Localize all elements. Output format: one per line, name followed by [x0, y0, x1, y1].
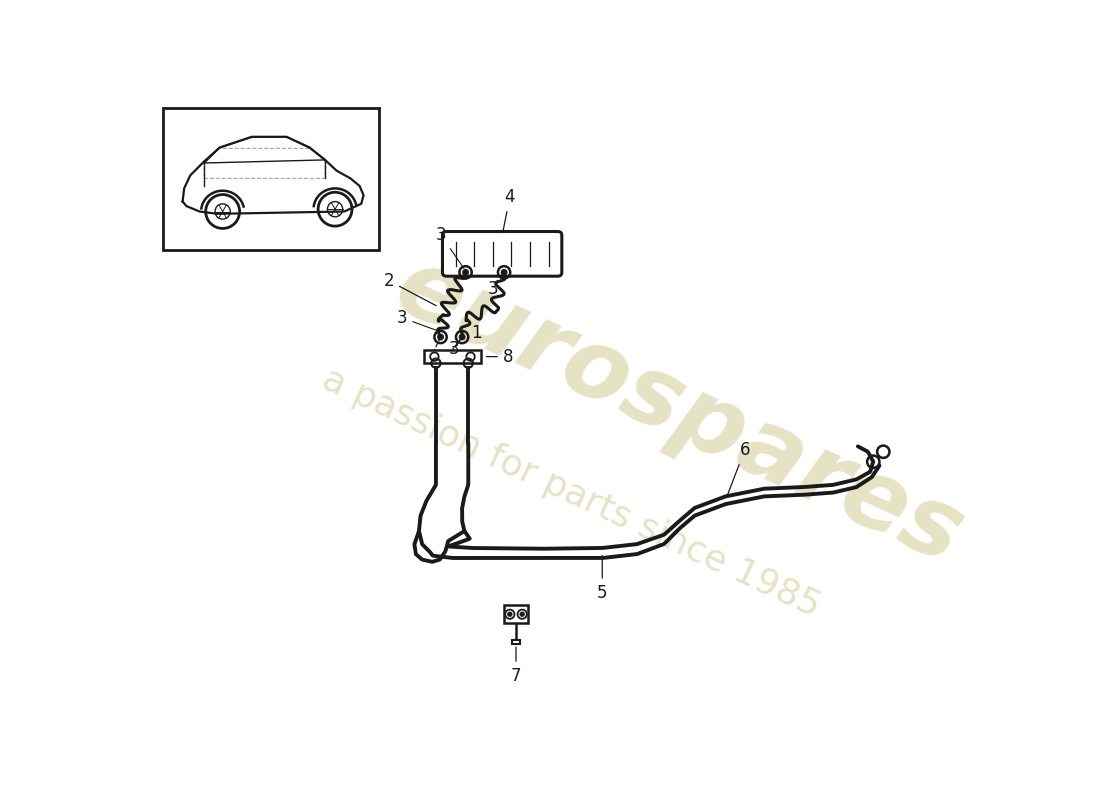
Text: 3: 3: [397, 309, 440, 331]
Text: 5: 5: [597, 555, 607, 602]
Text: 3: 3: [487, 273, 503, 298]
Circle shape: [500, 270, 507, 275]
Text: 1: 1: [472, 324, 482, 342]
Text: 6: 6: [726, 442, 750, 498]
FancyBboxPatch shape: [442, 231, 562, 276]
Text: 8: 8: [486, 348, 514, 366]
Text: eurospares: eurospares: [381, 239, 978, 584]
Bar: [163, 107, 378, 250]
Text: 3: 3: [436, 226, 464, 269]
Bar: [513, 640, 520, 644]
Text: a passion for parts since 1985: a passion for parts since 1985: [317, 362, 826, 623]
Bar: [424, 350, 482, 363]
Bar: [504, 605, 528, 623]
Text: 4: 4: [503, 188, 515, 233]
Text: 3: 3: [449, 339, 461, 358]
Circle shape: [438, 334, 443, 340]
Circle shape: [462, 270, 469, 275]
Circle shape: [459, 334, 465, 340]
Text: 7: 7: [510, 647, 521, 685]
Text: 2: 2: [384, 272, 437, 306]
Circle shape: [507, 612, 513, 617]
Circle shape: [520, 612, 525, 617]
